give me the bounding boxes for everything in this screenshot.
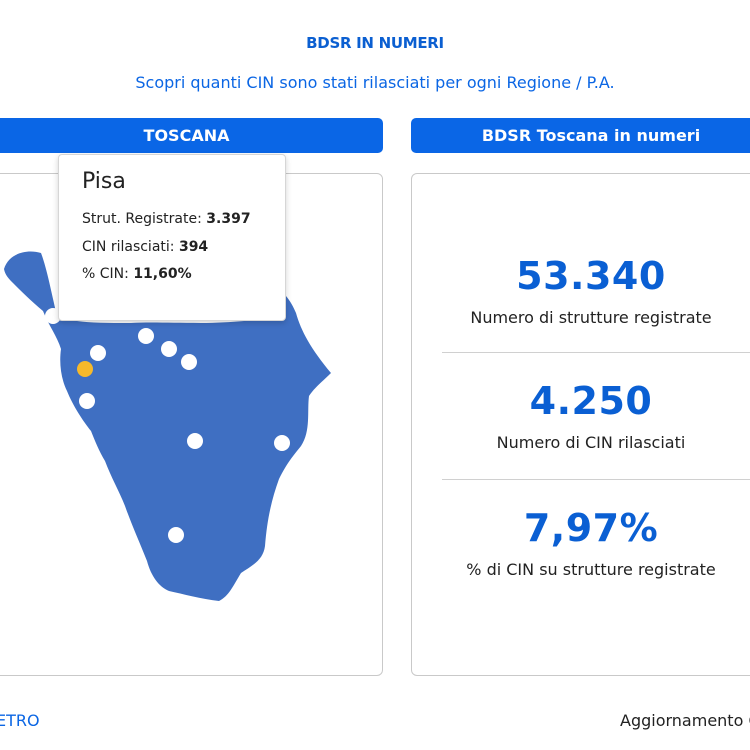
stat-value: 4.250 bbox=[529, 379, 653, 423]
tooltip-row: Strut. Registrate: 3.397 bbox=[82, 206, 285, 234]
tooltip-value: 3.397 bbox=[206, 211, 251, 227]
city-marker[interactable] bbox=[168, 527, 184, 543]
city-marker[interactable] bbox=[138, 328, 154, 344]
stat-cin-issued: 4.250 Numero di CIN rilasciati bbox=[412, 379, 750, 452]
tooltip-value: 11,60% bbox=[133, 266, 192, 282]
region-label-bar: TOSCANA bbox=[0, 118, 383, 153]
stat-value: 53.340 bbox=[516, 254, 666, 298]
stats-panel-title: BDSR Toscana in numeri bbox=[411, 118, 750, 153]
city-marker[interactable] bbox=[45, 308, 61, 324]
divider bbox=[442, 479, 750, 480]
page-subtitle: Scopri quanti CIN sono stati rilasciati … bbox=[135, 73, 615, 92]
page-title: BDSR IN NUMERI bbox=[306, 34, 444, 52]
tooltip-city-name: Pisa bbox=[82, 169, 126, 194]
city-tooltip: Pisa Strut. Registrate: 3.397 CIN rilasc… bbox=[58, 154, 286, 321]
city-marker-pisa[interactable] bbox=[77, 361, 93, 377]
stat-cin-percentage: 7,97% % di CIN su strutture registrate bbox=[412, 506, 750, 579]
tuscany-map[interactable] bbox=[0, 174, 384, 677]
tooltip-label: CIN rilasciati: bbox=[82, 238, 175, 255]
city-marker[interactable] bbox=[274, 435, 290, 451]
back-link[interactable]: ETRO bbox=[0, 711, 40, 730]
stat-registered-structures: 53.340 Numero di strutture registrate bbox=[412, 254, 750, 327]
stat-label: Numero di strutture registrate bbox=[470, 308, 712, 327]
stat-label: Numero di CIN rilasciati bbox=[496, 433, 686, 452]
stat-value: 7,97% bbox=[523, 506, 659, 550]
stat-label: % di CIN su strutture registrate bbox=[466, 560, 716, 579]
stats-card: 53.340 Numero di strutture registrate 4.… bbox=[411, 173, 750, 676]
city-marker[interactable] bbox=[181, 354, 197, 370]
tooltip-label: Strut. Registrate: bbox=[82, 211, 202, 227]
city-marker[interactable] bbox=[79, 393, 95, 409]
tooltip-label: % CIN: bbox=[82, 266, 129, 282]
tooltip-row: CIN rilasciati: 394 bbox=[82, 234, 285, 262]
divider bbox=[442, 352, 750, 353]
last-update-text: Aggiornamento C bbox=[620, 711, 750, 730]
tooltip-value: 394 bbox=[178, 238, 209, 255]
tuscany-region-shape[interactable] bbox=[4, 251, 331, 601]
tooltip-row: % CIN: 11,60% bbox=[82, 261, 285, 289]
city-marker[interactable] bbox=[90, 345, 106, 361]
city-marker[interactable] bbox=[187, 433, 203, 449]
city-marker[interactable] bbox=[161, 341, 177, 357]
